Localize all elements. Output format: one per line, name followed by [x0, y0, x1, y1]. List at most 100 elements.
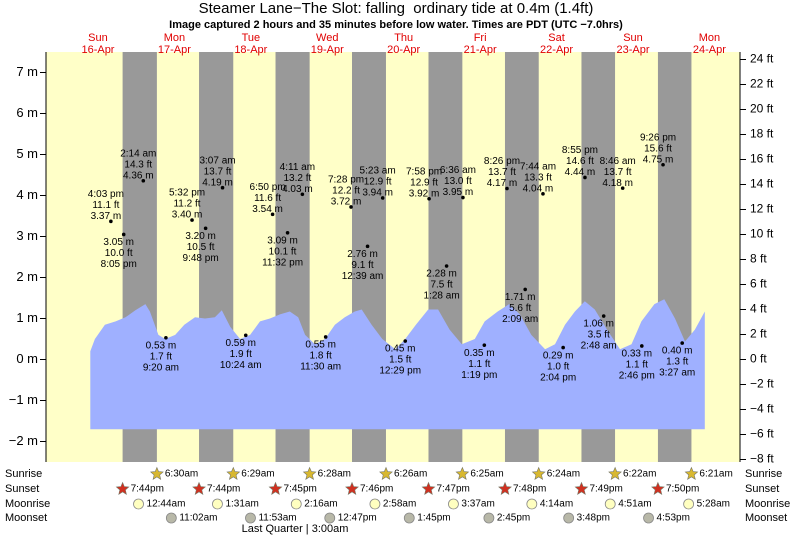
- tide-label: 0.55 m: [305, 340, 336, 351]
- row-label: Moonrise: [745, 498, 790, 510]
- row-label: Moonset: [5, 512, 47, 524]
- tide-point: [601, 314, 606, 318]
- tide-point: [190, 218, 194, 222]
- tide-label: 14.3 ft: [124, 159, 152, 170]
- tide-point: [220, 185, 225, 190]
- tide-label: 12.9 ft: [364, 177, 392, 188]
- y-tick-label: 0 m: [16, 351, 38, 366]
- sunset-icon: [574, 481, 589, 495]
- sunrise-icon: [684, 466, 699, 480]
- tide-point: [680, 341, 684, 345]
- tide-label: 12.2 ft: [332, 186, 360, 197]
- row-label: Sunrise: [5, 468, 42, 480]
- tide-label: 0.40 m: [662, 346, 693, 357]
- tide-label: 3.09 m: [267, 235, 298, 246]
- sunset-time: 7:50pm: [666, 484, 699, 495]
- moonrise-icon: [683, 498, 695, 510]
- tide-point: [109, 219, 113, 224]
- sunrise-time: 6:29am: [241, 469, 274, 480]
- y2-tick-label: 20 ft: [750, 102, 774, 116]
- tide-label: 1.3 ft: [666, 357, 688, 368]
- sunset-icon: [345, 481, 359, 495]
- tide-label: 12:29 pm: [379, 366, 421, 377]
- sunrise-icon: [302, 466, 317, 480]
- weekday-label: Thu: [394, 32, 413, 44]
- tide-label: 2:09 am: [502, 314, 538, 325]
- y-tick-label: 2 m: [16, 269, 38, 284]
- sunrise-time: 6:21am: [699, 469, 732, 480]
- tide-label: 1.9 ft: [230, 349, 252, 360]
- axes: 7 m 6 m 5 m 4 m 3 m 2 m 1 m 0 m −1 m −2 m 24 ft 22 …: [9, 52, 775, 466]
- tide-label: 1.7 ft: [150, 351, 172, 362]
- y2-tick-label: 22 ft: [750, 77, 774, 91]
- moonrise-time: 4:51am: [618, 499, 651, 510]
- weekday-label: Fri: [474, 32, 487, 44]
- tide-label: 1.06 m: [583, 319, 614, 330]
- tide-label: 2.28 m: [426, 269, 457, 280]
- tide-label: 11.1 ft: [92, 200, 119, 211]
- sunrise-time: 6:30am: [165, 469, 198, 480]
- sunset-time: 7:44pm: [207, 484, 240, 495]
- tide-label: 7:28 pm: [328, 175, 364, 186]
- tide-label: 4.44 m: [565, 167, 596, 178]
- tide-label: 3.40 m: [172, 210, 203, 221]
- tide-label: 10.5 ft: [187, 242, 215, 253]
- tide-point: [403, 339, 408, 343]
- tide-label: 0.33 m: [622, 349, 653, 360]
- tide-label: 0.35 m: [464, 348, 495, 359]
- tide-label: 8:26 pm: [484, 156, 520, 167]
- moonrise-icon: [133, 498, 144, 510]
- moonset-time: 11:53am: [258, 513, 296, 524]
- y2-tick-label: −2 ft: [750, 377, 774, 391]
- moonset-icon: [324, 512, 336, 524]
- sunrise-icon: [531, 466, 546, 480]
- tide-label: 2.76 m: [347, 249, 378, 260]
- tide-label: 4.03 m: [282, 184, 313, 195]
- tide-point: [285, 231, 290, 235]
- tide-label: 3.95 m: [443, 187, 474, 198]
- moonrise-icon: [448, 498, 459, 510]
- y2-tick-label: 24 ft: [750, 52, 774, 66]
- tide-label: 3.72 m: [331, 197, 362, 208]
- y-tick-label: −2 m: [9, 433, 38, 448]
- tide-label: 11:32 pm: [262, 257, 303, 268]
- tide-label: 12:39 am: [342, 271, 384, 282]
- sunrise-icon: [455, 466, 470, 480]
- tide-point: [121, 232, 126, 237]
- tide-point: [427, 196, 431, 201]
- date-label: 21-Apr: [464, 44, 497, 56]
- tide-label: 4.18 m: [602, 178, 633, 189]
- sunrise-time: 6:24am: [547, 469, 580, 480]
- row-label: Moonrise: [5, 498, 50, 510]
- moonrise-time: 5:28am: [697, 499, 730, 510]
- moonset-time: 11:02am: [179, 513, 217, 524]
- tide-label: 4.19 m: [202, 177, 233, 188]
- y2-tick-label: −4 ft: [750, 402, 774, 416]
- moonset-icon: [563, 512, 575, 524]
- y2-tick-label: 8 ft: [750, 252, 767, 266]
- tide-label: 2:48 am: [581, 341, 617, 352]
- water-layer: [90, 299, 705, 430]
- weekday-label: Mon: [164, 32, 185, 44]
- tide-label: 0.45 m: [385, 344, 416, 355]
- tide-point: [541, 192, 545, 196]
- tide-label: 3:27 am: [659, 368, 695, 379]
- moonrise-icon: [526, 498, 538, 510]
- sunrise-time: 6:28am: [318, 469, 351, 480]
- sunset-time: 7:48pm: [513, 484, 546, 495]
- moonrise-time: 2:16am: [304, 499, 337, 510]
- tide-label: 10.0 ft: [105, 248, 133, 259]
- weekday-label: Sat: [548, 32, 565, 44]
- tide-label: 0.53 m: [146, 340, 177, 351]
- sunrise-icon: [149, 466, 164, 480]
- tide-label: 13.7 ft: [488, 167, 516, 178]
- sunset-time: 7:46pm: [360, 484, 393, 495]
- tide-label: 13.3 ft: [524, 173, 552, 184]
- moonset-icon: [643, 512, 654, 524]
- weekday-label: Tue: [242, 32, 261, 44]
- tide-label: 3.05 m: [103, 237, 134, 248]
- tide-label: 8:05 pm: [101, 259, 137, 270]
- tide-label: 14.6 ft: [566, 156, 594, 167]
- sunset-icon: [651, 481, 665, 495]
